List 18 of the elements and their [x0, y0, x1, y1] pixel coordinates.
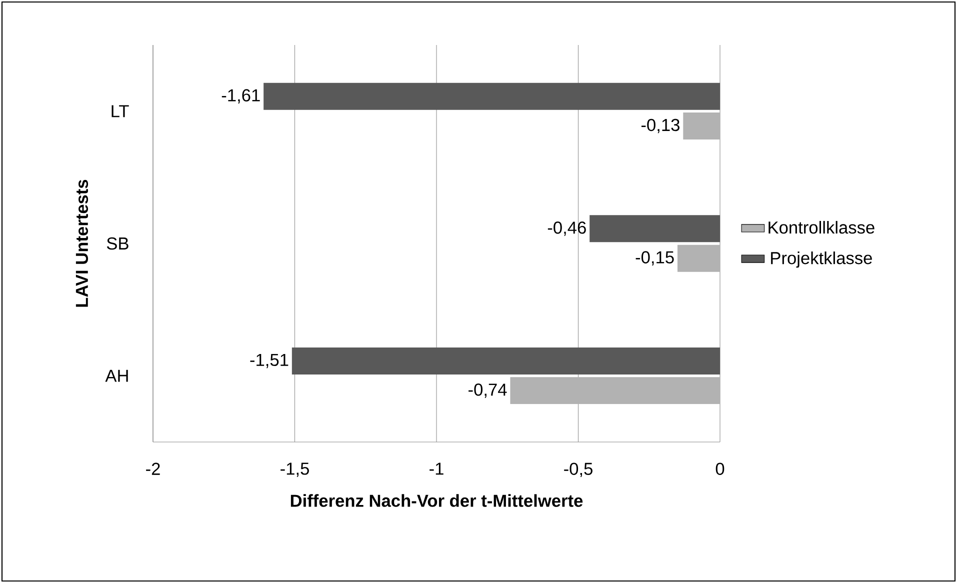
data-label: -0,15 — [636, 251, 674, 266]
x-tick-label: -1 — [430, 462, 444, 475]
x-tick-label: -0,5 — [564, 462, 592, 478]
legend-label: Projektklasse — [771, 252, 872, 268]
x-tick-label: -2 — [146, 462, 160, 475]
y-tick-label: LT — [112, 105, 129, 118]
data-label: -0,13 — [641, 118, 680, 134]
data-label: -1,61 — [222, 89, 260, 104]
x-tick-label: -1,5 — [280, 462, 309, 477]
y-tick-label: SB — [106, 237, 128, 250]
data-label: -1,51 — [250, 354, 288, 368]
x-axis-title: Differenz Nach-Vor der t-Mittelwerte — [290, 494, 583, 507]
y-axis-title: LAVI Untertests — [76, 180, 88, 307]
x-tick-label: 0 — [716, 462, 724, 475]
y-tick-label: AH — [105, 370, 128, 382]
legend-label: Kontrollklasse — [768, 220, 874, 234]
data-label: -0,46 — [548, 222, 586, 236]
data-label: -0,74 — [468, 384, 507, 398]
